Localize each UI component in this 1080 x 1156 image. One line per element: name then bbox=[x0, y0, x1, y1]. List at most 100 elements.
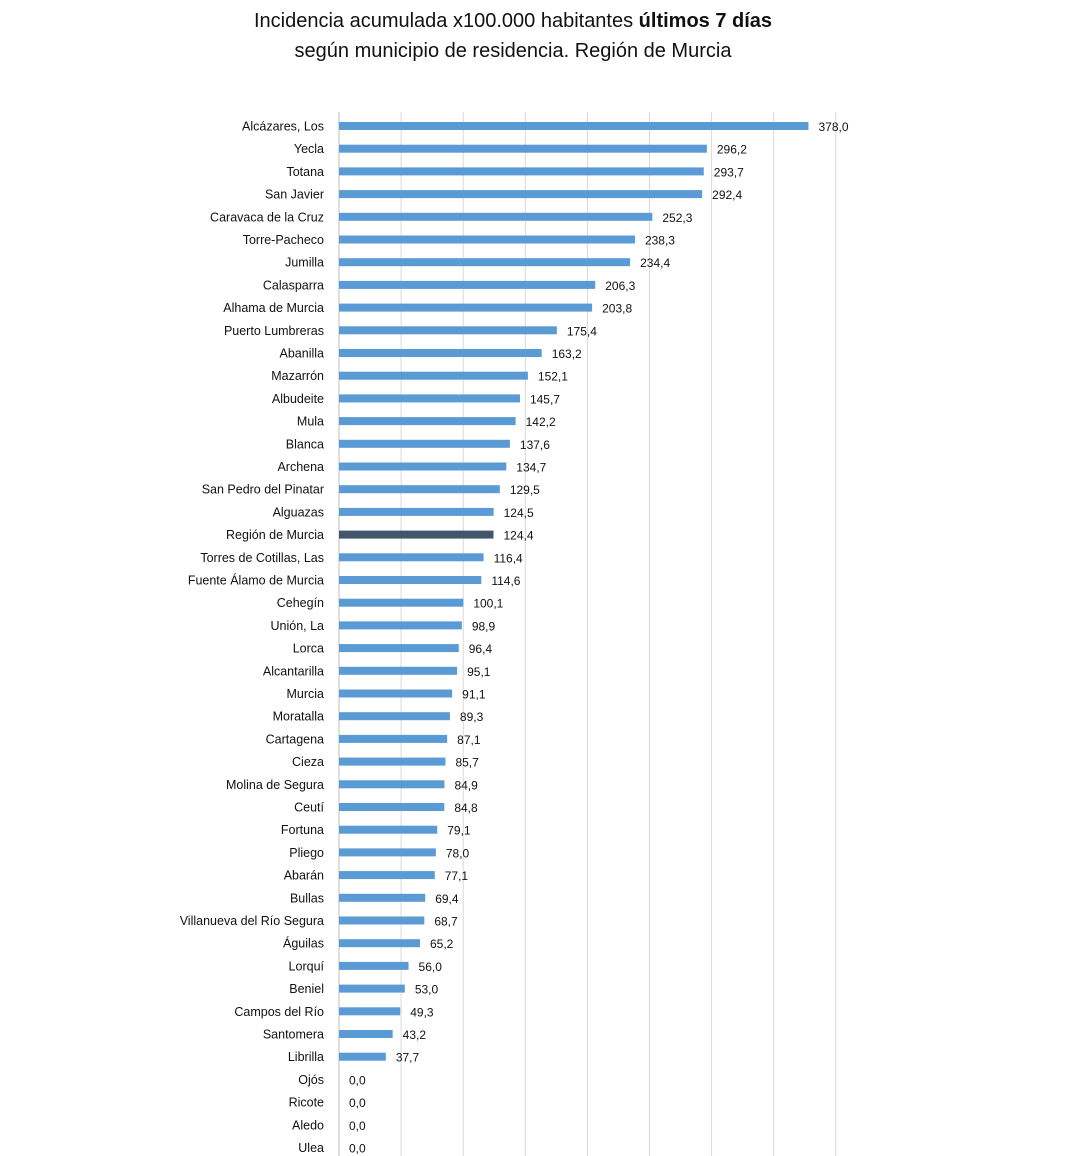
category-label: Beniel bbox=[289, 982, 324, 996]
category-label: Totana bbox=[286, 165, 324, 179]
bar bbox=[339, 871, 435, 880]
category-label: Alguazas bbox=[273, 505, 324, 519]
value-label: 292,4 bbox=[712, 188, 742, 202]
value-label: 84,9 bbox=[454, 778, 478, 792]
value-label: 87,1 bbox=[457, 733, 481, 747]
bar bbox=[339, 144, 707, 153]
value-label: 96,4 bbox=[469, 642, 493, 656]
category-label: Ulea bbox=[298, 1141, 324, 1155]
category-label: Librilla bbox=[288, 1050, 324, 1064]
value-label: 293,7 bbox=[714, 165, 744, 179]
category-label: Abarán bbox=[284, 869, 324, 883]
chart-title: Incidencia acumulada x100.000 habitantes… bbox=[0, 8, 1026, 34]
bar bbox=[339, 439, 510, 448]
value-label: 124,5 bbox=[504, 506, 534, 520]
category-label: Mazarrón bbox=[271, 369, 324, 383]
bar bbox=[339, 280, 596, 289]
value-label: 378,0 bbox=[818, 120, 848, 134]
value-label: 252,3 bbox=[662, 211, 692, 225]
bar bbox=[339, 485, 500, 494]
bar bbox=[339, 916, 425, 925]
bar bbox=[339, 576, 482, 584]
bar bbox=[339, 212, 653, 221]
category-label: Aledo bbox=[292, 1118, 324, 1132]
bar bbox=[339, 712, 450, 721]
category-label: Alhama de Murcia bbox=[223, 301, 324, 315]
category-label: Puerto Lumbreras bbox=[224, 324, 324, 338]
value-label: 175,4 bbox=[567, 324, 597, 338]
bar bbox=[339, 417, 516, 426]
bar bbox=[339, 734, 448, 743]
bar bbox=[339, 167, 704, 176]
category-label: Blanca bbox=[286, 437, 324, 451]
value-label: 238,3 bbox=[645, 234, 675, 248]
bar bbox=[339, 190, 703, 199]
category-label: Yecla bbox=[294, 142, 324, 156]
bar bbox=[339, 235, 635, 244]
category-label: Villanueva del Río Segura bbox=[180, 914, 324, 928]
value-label: 37,7 bbox=[396, 1051, 420, 1065]
bar bbox=[339, 349, 542, 357]
bar bbox=[339, 689, 453, 698]
value-label: 234,4 bbox=[640, 256, 670, 270]
category-label: San Javier bbox=[265, 188, 324, 202]
value-label: 56,0 bbox=[419, 960, 443, 974]
category-label: Albudeite bbox=[272, 392, 324, 406]
bar bbox=[339, 848, 436, 857]
value-label: 0,0 bbox=[349, 1142, 366, 1156]
category-label: Torres de Cotillas, Las bbox=[200, 551, 324, 565]
category-label: Ceutí bbox=[294, 801, 324, 815]
bar bbox=[339, 644, 459, 653]
bar bbox=[339, 1007, 401, 1016]
value-label: 95,1 bbox=[467, 665, 491, 679]
category-label: Cehegín bbox=[277, 596, 324, 610]
category-label: Alcantarilla bbox=[263, 664, 324, 678]
value-label: 124,4 bbox=[504, 529, 534, 543]
bar bbox=[339, 893, 426, 902]
value-labels: 378,0 296,2 293,7 292,4 252,3 238,3 234,4 206,3… bbox=[349, 120, 849, 1156]
category-label: San Pedro del Pinatar bbox=[202, 483, 324, 497]
value-label: 43,2 bbox=[403, 1028, 427, 1042]
bar bbox=[339, 462, 507, 471]
bar bbox=[339, 1030, 393, 1038]
value-label: 203,8 bbox=[602, 302, 632, 316]
bar-highlight bbox=[339, 530, 494, 539]
value-label: 98,9 bbox=[472, 619, 496, 633]
bar bbox=[339, 780, 445, 789]
category-label: Abanilla bbox=[280, 347, 325, 361]
category-label: Bullas bbox=[290, 891, 324, 905]
category-label: Molina de Segura bbox=[226, 778, 324, 792]
value-label: 69,4 bbox=[435, 892, 459, 906]
category-label: Alcázares, Los bbox=[242, 120, 324, 134]
value-label: 89,3 bbox=[460, 710, 484, 724]
bar bbox=[339, 666, 458, 675]
category-label: Región de Murcia bbox=[226, 528, 324, 542]
value-label: 100,1 bbox=[473, 597, 503, 611]
value-label: 0,0 bbox=[349, 1096, 366, 1110]
category-label: Caravaca de la Cruz bbox=[210, 210, 324, 224]
category-label: Águilas bbox=[283, 936, 324, 951]
value-label: 78,0 bbox=[446, 846, 470, 860]
value-label: 129,5 bbox=[510, 483, 540, 497]
value-label: 79,1 bbox=[447, 824, 471, 838]
value-label: 65,2 bbox=[430, 937, 454, 951]
bar bbox=[339, 553, 484, 562]
category-label: Lorca bbox=[293, 642, 324, 656]
bars bbox=[339, 122, 809, 1061]
category-label: Torre-Pacheco bbox=[243, 233, 324, 247]
category-label: Pliego bbox=[289, 846, 324, 860]
bar bbox=[339, 598, 464, 607]
category-label: Archena bbox=[277, 460, 324, 474]
bar bbox=[339, 371, 528, 380]
bar bbox=[339, 507, 494, 516]
category-label: Santomera bbox=[263, 1028, 324, 1042]
value-label: 163,2 bbox=[552, 347, 582, 361]
category-label: Cieza bbox=[292, 755, 324, 769]
category-label: Ojós bbox=[298, 1073, 324, 1087]
category-label: Cartagena bbox=[266, 732, 324, 746]
category-label: Moratalla bbox=[273, 710, 324, 724]
value-label: 152,1 bbox=[538, 370, 568, 384]
value-label: 137,6 bbox=[520, 438, 550, 452]
bar bbox=[339, 825, 438, 834]
category-label: Lorquí bbox=[289, 959, 325, 973]
